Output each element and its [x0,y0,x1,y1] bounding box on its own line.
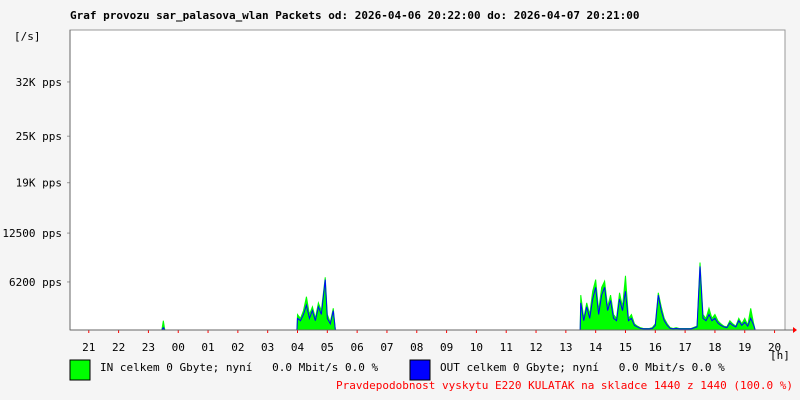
x-axis-arrow [793,327,797,333]
y-tick-label: 12500 pps [2,227,62,240]
x-tick-label: 10 [470,341,483,354]
x-tick-label: 04 [291,341,305,354]
x-tick-label: 16 [649,341,662,354]
legend-label: IN celkem 0 Gbyte; nyní 0.0 Mbit/s 0.0 % [100,361,379,374]
y-tick-label: 6200 pps [9,276,62,289]
x-tick-label: 20 [768,341,781,354]
x-tick-label: 02 [231,341,244,354]
x-tick-label: 00 [172,341,185,354]
x-tick-label: 15 [619,341,632,354]
x-tick-label: 11 [500,341,513,354]
x-tick-label: 09 [440,341,453,354]
x-tick-label: 22 [112,341,125,354]
x-tick-label: 03 [261,341,274,354]
x-tick-label: 21 [82,341,95,354]
x-tick-label: 18 [708,341,721,354]
x-tick-label: 23 [142,341,155,354]
legend-swatch [409,359,431,381]
x-tick-label: 12 [529,341,542,354]
x-tick-label: 06 [351,341,364,354]
series-area [70,262,785,331]
footer-note: Pravdepodobnost vyskytu E220 KULATAK na … [336,379,793,392]
x-tick-label: 01 [201,341,214,354]
chart-title: Graf provozu sar_palasova_wlan Packets o… [70,9,640,22]
legend-label: OUT celkem 0 Gbyte; nyní 0.0 Mbit/s 0.0 … [440,361,725,374]
y-tick-label: 32K pps [16,76,62,89]
x-tick-label: 14 [589,341,603,354]
series-line [70,266,785,331]
x-tick-label: 13 [559,341,572,354]
y-tick-label: 19K pps [16,177,62,190]
y-axis-label: [/s] [14,30,41,43]
x-tick-label: 08 [410,341,423,354]
y-tick-label: 25K pps [16,130,62,143]
legend-swatch [69,359,91,381]
plot-area [69,29,786,331]
x-tick-label: 05 [321,341,334,354]
x-tick-label: 19 [738,341,751,354]
x-tick-label: 07 [380,341,393,354]
x-tick-label: 17 [678,341,691,354]
x-axis-label: [h] [770,349,790,362]
